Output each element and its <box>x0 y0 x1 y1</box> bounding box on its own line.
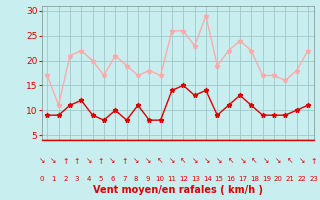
Text: 3: 3 <box>75 176 79 182</box>
Text: 20: 20 <box>274 176 283 182</box>
Text: 6: 6 <box>110 176 115 182</box>
Text: ↘: ↘ <box>169 156 175 166</box>
Text: 5: 5 <box>99 176 103 182</box>
Text: ↑: ↑ <box>310 156 317 166</box>
Text: ↘: ↘ <box>299 156 305 166</box>
Text: ↘: ↘ <box>216 156 222 166</box>
Text: 21: 21 <box>285 176 294 182</box>
Text: 11: 11 <box>167 176 176 182</box>
Text: 7: 7 <box>122 176 127 182</box>
Text: 15: 15 <box>214 176 223 182</box>
Text: ↘: ↘ <box>50 156 57 166</box>
Text: ↖: ↖ <box>157 156 163 166</box>
Text: ↑: ↑ <box>62 156 68 166</box>
Text: ↘: ↘ <box>263 156 269 166</box>
Text: 18: 18 <box>250 176 259 182</box>
Text: 19: 19 <box>262 176 271 182</box>
Text: 8: 8 <box>134 176 139 182</box>
Text: ↘: ↘ <box>133 156 140 166</box>
Text: 17: 17 <box>238 176 247 182</box>
Text: 23: 23 <box>309 176 318 182</box>
Text: ↘: ↘ <box>145 156 151 166</box>
Text: 10: 10 <box>156 176 164 182</box>
Text: 0: 0 <box>39 176 44 182</box>
Text: 9: 9 <box>146 176 150 182</box>
Text: ↘: ↘ <box>192 156 198 166</box>
Text: 2: 2 <box>63 176 68 182</box>
Text: ↘: ↘ <box>239 156 246 166</box>
Text: ↘: ↘ <box>275 156 281 166</box>
Text: ↑: ↑ <box>98 156 104 166</box>
Text: 12: 12 <box>179 176 188 182</box>
Text: ↑: ↑ <box>74 156 80 166</box>
Text: ↘: ↘ <box>38 156 45 166</box>
Text: Vent moyen/en rafales ( km/h ): Vent moyen/en rafales ( km/h ) <box>92 185 263 195</box>
Text: ↖: ↖ <box>180 156 187 166</box>
Text: ↖: ↖ <box>228 156 234 166</box>
Text: 13: 13 <box>191 176 200 182</box>
Text: ↘: ↘ <box>204 156 210 166</box>
Text: ↖: ↖ <box>287 156 293 166</box>
Text: ↑: ↑ <box>121 156 128 166</box>
Text: ↘: ↘ <box>86 156 92 166</box>
Text: 1: 1 <box>51 176 56 182</box>
Text: 16: 16 <box>226 176 235 182</box>
Text: 22: 22 <box>297 176 306 182</box>
Text: ↘: ↘ <box>109 156 116 166</box>
Text: 4: 4 <box>87 176 91 182</box>
Text: ↖: ↖ <box>251 156 258 166</box>
Text: 14: 14 <box>203 176 212 182</box>
